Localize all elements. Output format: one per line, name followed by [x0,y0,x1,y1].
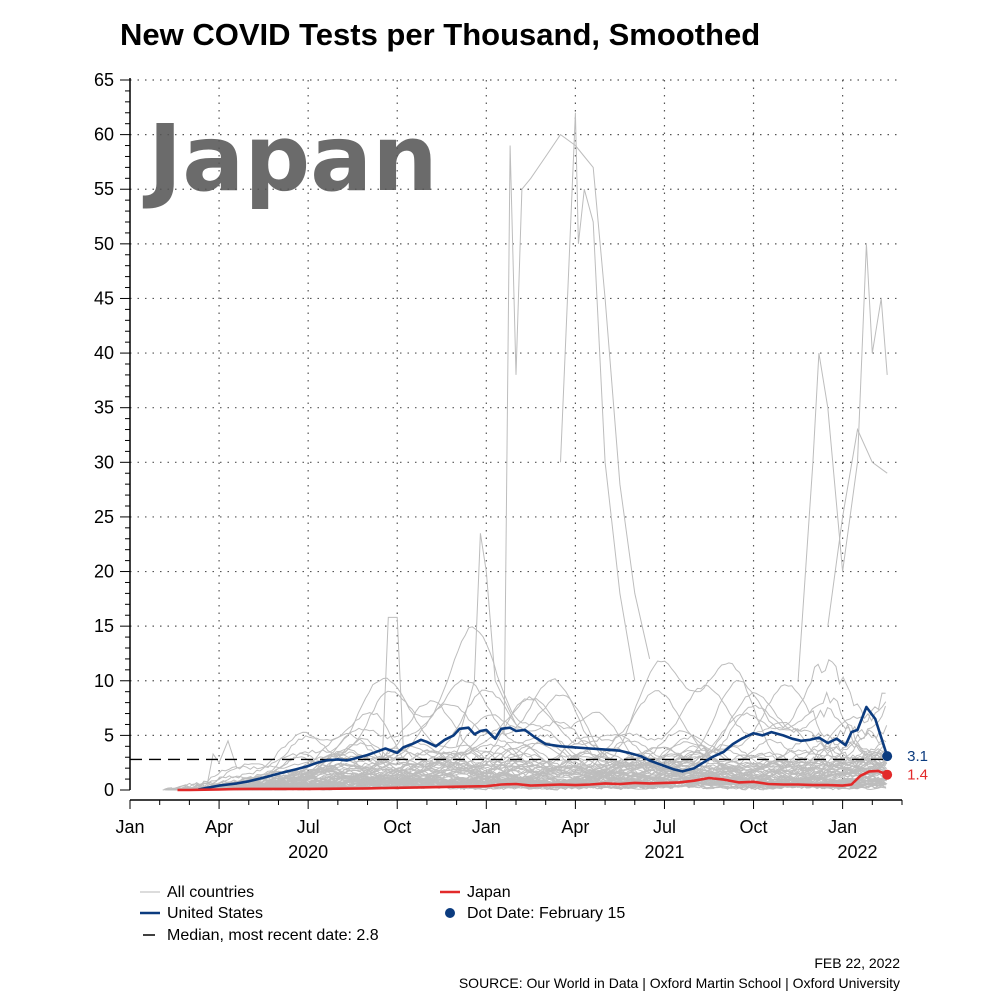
y-tick-label: 50 [94,234,114,254]
all-countries-line [199,690,888,791]
y-tick-label: 10 [94,671,114,691]
x-year-label: 2022 [837,842,877,862]
united-states-line [198,705,889,791]
all-countries-line [560,112,636,681]
legend-label: United States [167,905,263,922]
all-countries-line [218,754,886,791]
highlight-series-layer: 3.11.4 [177,705,928,792]
x-tick-label: Oct [383,817,411,837]
chart-title: New COVID Tests per Thousand, Smoothed [120,17,760,52]
x-tick-label: Oct [740,817,768,837]
legend-swatch-dot [445,908,455,918]
all-countries-line [199,691,884,790]
grid-layer [130,79,902,790]
all-countries-line [244,765,887,791]
highlight-country-watermark: Japan [142,105,438,212]
y-tick-label: 35 [94,398,114,418]
y-tick-label: 65 [94,70,114,90]
japan-end-dot [882,769,893,780]
x-year-label: 2020 [288,842,328,862]
all-countries-line [202,678,887,791]
y-tick-label: 30 [94,452,114,472]
source-note: SOURCE: Our World in Data | Oxford Marti… [459,975,900,991]
legend: All countries Japan United States Dot Date:… [140,884,625,944]
y-tick-label: 25 [94,507,114,527]
date-stamp: FEB 22, 2022 [814,955,900,971]
united-states-end-dot [882,751,893,762]
x-tick-label: Jan [115,817,144,837]
all-countries-line [186,743,886,791]
background-series-layer [162,112,888,791]
x-tick-label: Jul [297,817,320,837]
all-countries-line [183,764,886,791]
all-countries-line [827,427,888,627]
y-tick-label: 40 [94,343,114,363]
legend-label: Japan [467,884,511,901]
y-tick-label: 55 [94,179,114,199]
all-countries-line [189,689,885,790]
axis-layer: 0 5 10 15 20 25 30 35 40 45 50 55 60 65 Jan Apr Jul Oct Ja… [94,70,903,862]
y-tick-label: 60 [94,125,114,145]
all-countries-line [503,133,651,736]
japan-end-label: 1.4 [907,767,928,784]
all-countries-line [234,776,888,791]
all-countries-line [243,684,885,791]
legend-label: Median, most recent date: 2.8 [167,927,379,944]
all-countries-line [190,741,886,791]
japan-line [177,769,888,792]
x-tick-label: Apr [561,817,589,837]
all-countries-line [247,626,886,791]
legend-label: All countries [167,884,254,901]
x-tick-label: Jan [472,817,501,837]
x-year-label: 2021 [644,842,684,862]
y-tick-label: 0 [104,780,114,800]
all-countries-line [206,739,238,785]
x-tick-label: Jan [828,817,857,837]
legend-label: Dot Date: February 15 [467,905,625,922]
y-tick-label: 45 [94,288,114,308]
all-countries-line [240,696,886,791]
all-countries-line [797,243,888,681]
y-tick-label: 15 [94,616,114,636]
y-tick-label: 5 [104,725,114,745]
all-countries-line [456,533,517,747]
y-tick-label: 20 [94,562,114,582]
x-tick-label: Apr [205,817,233,837]
x-tick-label: Jul [653,817,676,837]
united-states-end-label: 3.1 [907,748,928,765]
all-countries-line [381,616,413,758]
